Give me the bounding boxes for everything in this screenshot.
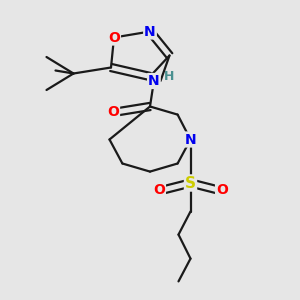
Text: N: N bbox=[185, 133, 196, 146]
Text: O: O bbox=[153, 183, 165, 196]
Text: N: N bbox=[148, 74, 160, 88]
Text: S: S bbox=[185, 176, 196, 190]
Text: O: O bbox=[216, 183, 228, 196]
Text: N: N bbox=[144, 25, 156, 38]
Text: H: H bbox=[164, 70, 174, 83]
Text: O: O bbox=[107, 105, 119, 118]
Text: O: O bbox=[108, 31, 120, 44]
